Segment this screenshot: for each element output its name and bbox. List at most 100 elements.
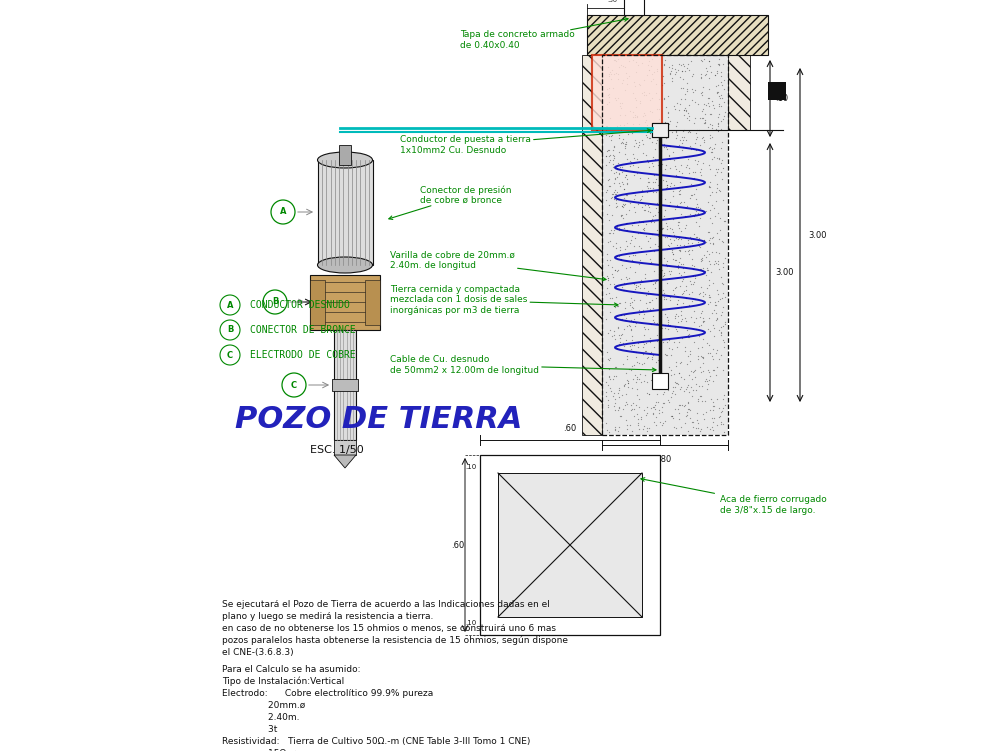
Point [713, 321, 729, 333]
Point [627, 369, 643, 382]
Point [641, 161, 657, 173]
Point [598, 149, 614, 161]
Point [640, 323, 656, 335]
Point [663, 410, 679, 422]
Point [685, 270, 701, 282]
Point [684, 83, 700, 95]
Point [657, 308, 673, 320]
Point [603, 192, 619, 204]
Point [705, 400, 721, 412]
Point [688, 182, 704, 195]
Text: Para el Calculo se ha asumido:: Para el Calculo se ha asumido: [222, 665, 360, 674]
Point [687, 84, 703, 96]
Point [626, 294, 642, 306]
Point [650, 244, 666, 256]
Point [634, 201, 650, 213]
Point [667, 254, 683, 266]
Point [685, 416, 701, 428]
Point [691, 232, 707, 244]
Point [673, 357, 689, 369]
Text: A: A [280, 207, 286, 216]
Point [707, 255, 723, 267]
Point [660, 315, 676, 327]
Point [618, 333, 634, 345]
Point [687, 208, 703, 220]
Point [603, 73, 619, 85]
Point [644, 106, 660, 118]
Point [655, 71, 671, 83]
Point [707, 169, 723, 181]
Point [625, 316, 641, 328]
Point [677, 341, 693, 353]
Point [621, 55, 637, 67]
Point [709, 227, 725, 239]
Point [700, 347, 716, 359]
Point [621, 250, 637, 262]
Point [673, 59, 689, 71]
Point [688, 144, 704, 156]
Point [686, 117, 702, 129]
Point [686, 173, 702, 185]
Point [633, 193, 649, 205]
Point [689, 231, 705, 243]
Point [666, 100, 682, 112]
Point [684, 295, 700, 307]
Text: C: C [291, 381, 297, 390]
Point [674, 332, 690, 344]
Point [692, 241, 708, 253]
Text: CONDUCTOR DESNUDO: CONDUCTOR DESNUDO [250, 300, 350, 310]
Point [618, 189, 634, 201]
Point [697, 265, 713, 277]
Point [639, 154, 655, 166]
Point [688, 216, 704, 228]
Point [638, 231, 654, 243]
Point [675, 125, 691, 137]
Point [631, 78, 647, 90]
Point [618, 235, 634, 247]
Point [673, 315, 689, 327]
Point [667, 282, 683, 294]
Point [716, 110, 732, 122]
Point [642, 127, 658, 139]
Point [659, 276, 675, 288]
Point [651, 232, 667, 244]
Point [629, 111, 645, 123]
Point [687, 293, 703, 305]
Point [624, 424, 640, 436]
Point [670, 294, 686, 306]
Point [700, 378, 716, 390]
Point [707, 69, 723, 81]
Point [663, 176, 679, 189]
Point [694, 105, 710, 117]
Point [606, 54, 622, 66]
Point [601, 143, 617, 155]
Point [670, 216, 686, 228]
Point [642, 207, 658, 219]
Point [705, 238, 721, 250]
Point [674, 65, 690, 77]
Point [607, 184, 623, 196]
Point [716, 389, 732, 401]
Point [659, 377, 675, 389]
Point [702, 232, 718, 244]
Point [658, 131, 674, 143]
Point [667, 204, 683, 216]
Point [605, 155, 621, 167]
Point [694, 305, 710, 317]
Point [610, 321, 626, 333]
Point [672, 239, 688, 251]
Point [695, 158, 711, 170]
Point [635, 216, 651, 228]
Point [667, 160, 683, 172]
Text: en caso de no obtenerse los 15 ohmios o menos, se construirá uno 6 mas: en caso de no obtenerse los 15 ohmios o … [222, 624, 556, 633]
Point [679, 62, 695, 74]
Point [616, 119, 632, 131]
Point [684, 259, 700, 271]
Point [694, 112, 710, 124]
Point [627, 111, 643, 123]
Point [619, 350, 635, 362]
Point [642, 296, 658, 308]
Point [696, 117, 712, 129]
Point [678, 410, 694, 422]
Point [606, 141, 622, 153]
